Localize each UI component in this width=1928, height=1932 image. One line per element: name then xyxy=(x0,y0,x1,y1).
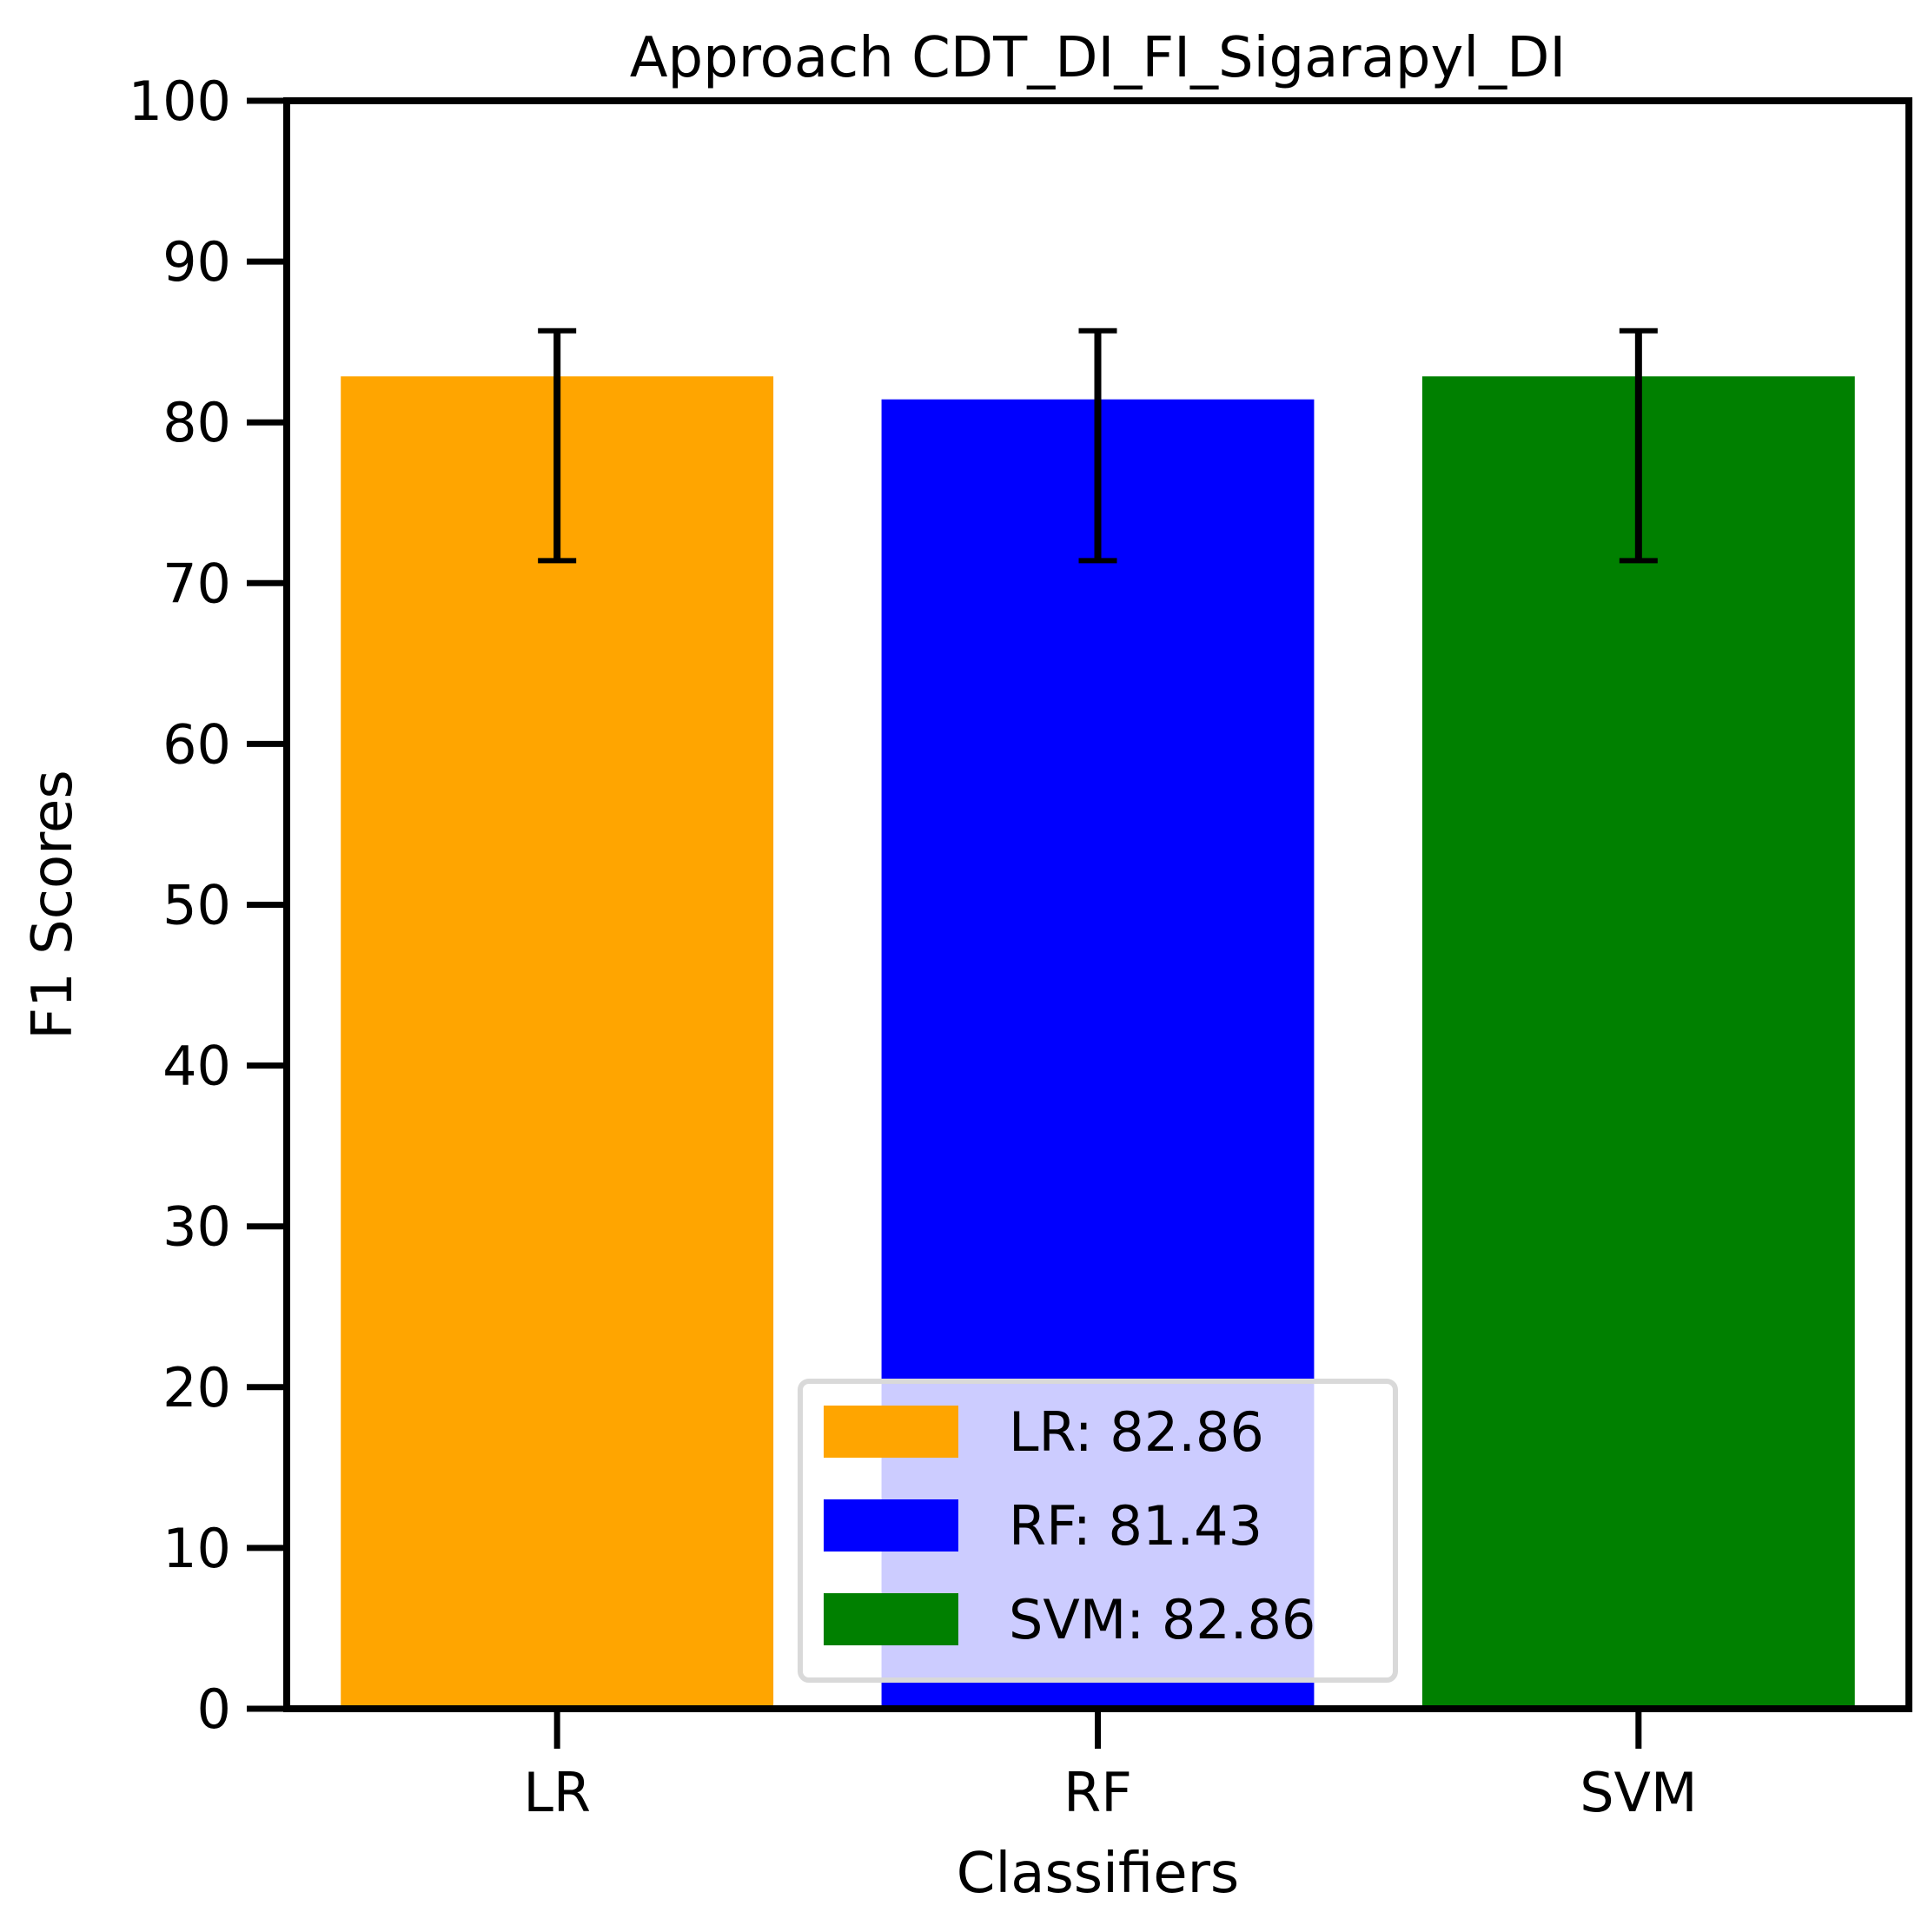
error-bars-group xyxy=(538,328,1658,564)
y-tick-label: 50 xyxy=(162,874,231,937)
y-tick-label: 40 xyxy=(162,1035,231,1098)
y-tick-label: 20 xyxy=(162,1356,231,1419)
legend-entry-svm: SVM: 82.86 xyxy=(1009,1588,1315,1651)
y-axis: 0 10 20 30 40 50 60 70 80 90 100 xyxy=(129,69,287,1741)
y-tick-label: 70 xyxy=(162,552,231,615)
legend-swatch-lr xyxy=(824,1406,958,1458)
bars-group xyxy=(341,376,1855,1709)
bar-lr xyxy=(341,376,774,1709)
legend-swatch-svm xyxy=(824,1593,958,1645)
x-tick-label-rf: RF xyxy=(1063,1761,1132,1824)
x-axis-label: Classifiers xyxy=(957,1842,1240,1906)
legend-entry-rf: RF: 81.43 xyxy=(1009,1494,1262,1558)
y-tick-label: 60 xyxy=(162,712,231,776)
y-tick-label: 100 xyxy=(129,69,231,133)
bar-svm xyxy=(1421,376,1855,1709)
legend: LR: 82.86 RF: 81.43 SVM: 82.86 xyxy=(798,1379,1398,1683)
x-tick-label-svm: SVM xyxy=(1580,1761,1697,1824)
y-tick-label: 30 xyxy=(162,1195,231,1259)
x-axis: LR RF SVM xyxy=(523,1709,1697,1824)
y-tick-label: 10 xyxy=(162,1517,231,1580)
y-axis-label: F1 Scores xyxy=(21,770,85,1039)
y-tick-label: 90 xyxy=(162,230,231,294)
x-tick-label-lr: LR xyxy=(523,1761,591,1824)
legend-swatch-rf xyxy=(824,1499,958,1552)
chart-title: Approach CDT_DI_FI_Sigarapyl_DI xyxy=(630,26,1567,90)
y-tick-label: 80 xyxy=(162,391,231,454)
y-tick-label: 0 xyxy=(197,1677,231,1741)
legend-entry-lr: LR: 82.86 xyxy=(1009,1400,1264,1464)
